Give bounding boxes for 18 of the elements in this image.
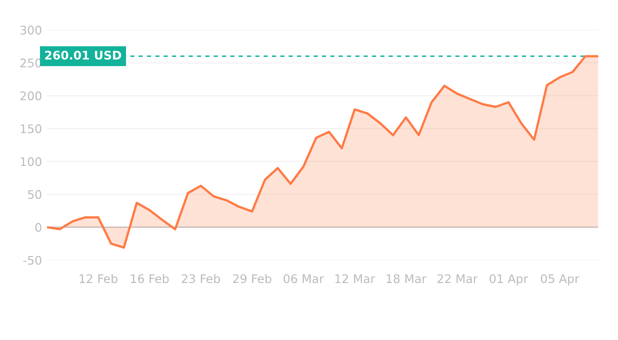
ref-line-label: 260.01 USD <box>45 50 122 60</box>
x-tick-label: 12 Mar <box>335 274 376 284</box>
x-tick-label: 29 Feb <box>233 274 272 284</box>
y-tick-label: 100 <box>20 157 42 166</box>
x-tick-label: 23 Feb <box>182 274 220 284</box>
y-tick-label: -50 <box>23 256 42 265</box>
x-tick-label: 05 Apr <box>540 274 580 286</box>
x-tick-label: 22 Mar <box>438 274 478 284</box>
y-tick-label: 300 <box>20 26 42 35</box>
x-tick-label: 01 Apr <box>490 274 528 286</box>
x-tick-label: 12 Feb <box>80 274 118 284</box>
y-tick-label: 0 <box>35 222 42 232</box>
y-tick-label: 150 <box>20 124 42 134</box>
x-tick-label: 06 Mar <box>284 274 324 284</box>
x-tick-label: 18 Mar <box>386 274 426 284</box>
y-tick-label: 200 <box>20 91 42 100</box>
y-tick-label: 50 <box>28 190 42 199</box>
x-tick-label: 16 Feb <box>130 274 169 284</box>
